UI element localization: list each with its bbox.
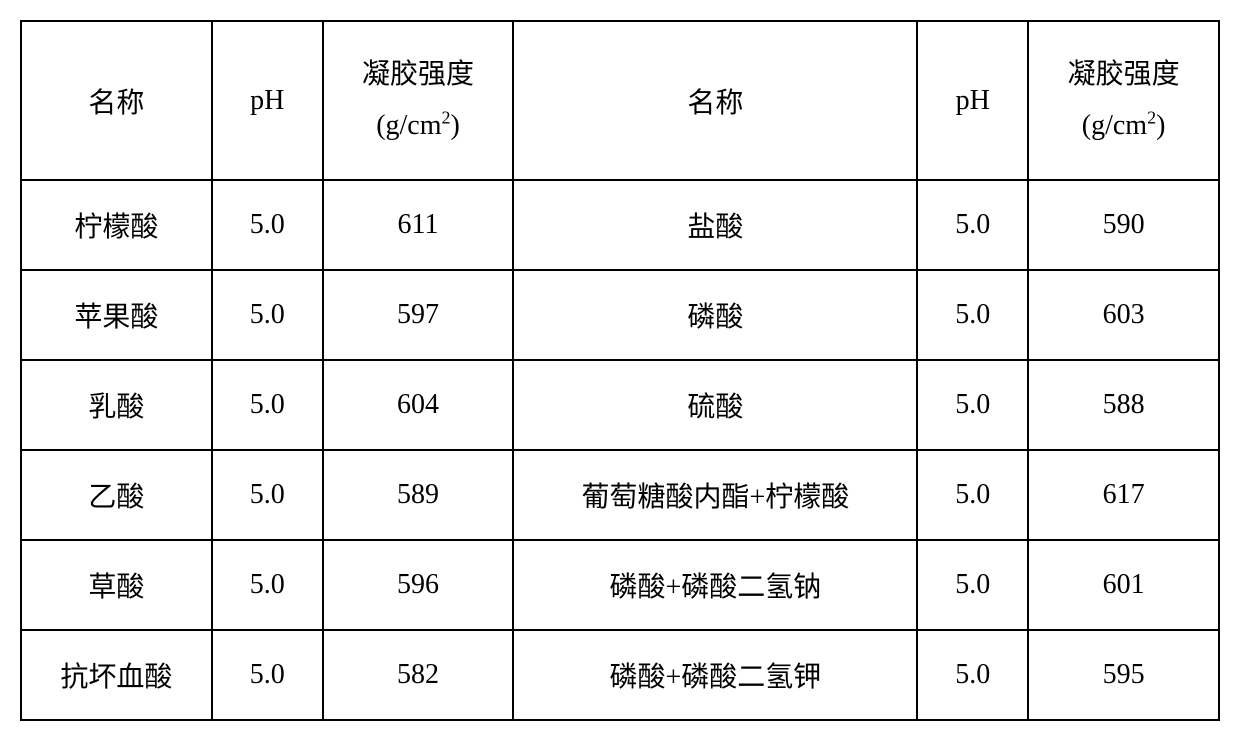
cell-ph1: 5.0 [212, 450, 323, 540]
header-ph-2: pH [917, 21, 1028, 180]
cell-name2: 磷酸+磷酸二氢钠 [513, 540, 917, 630]
cell-ph1: 5.0 [212, 630, 323, 720]
header-name-1: 名称 [21, 21, 212, 180]
cell-gel1: 611 [323, 180, 514, 270]
cell-name2: 硫酸 [513, 360, 917, 450]
gel-header-line2: (g/cm2) [325, 101, 512, 151]
cell-gel2: 601 [1028, 540, 1219, 630]
cell-ph1: 5.0 [212, 270, 323, 360]
cell-ph2: 5.0 [917, 180, 1028, 270]
cell-gel1: 589 [323, 450, 514, 540]
cell-ph2: 5.0 [917, 630, 1028, 720]
table-row: 乳酸 5.0 604 硫酸 5.0 588 [21, 360, 1219, 450]
cell-gel2: 590 [1028, 180, 1219, 270]
cell-gel2: 588 [1028, 360, 1219, 450]
cell-gel1: 596 [323, 540, 514, 630]
cell-name1: 抗坏血酸 [21, 630, 212, 720]
cell-gel1: 597 [323, 270, 514, 360]
cell-gel1: 604 [323, 360, 514, 450]
table-row: 柠檬酸 5.0 611 盐酸 5.0 590 [21, 180, 1219, 270]
gel-header-line1: 凝胶强度 [1030, 50, 1217, 100]
cell-name1: 乳酸 [21, 360, 212, 450]
header-gel-2: 凝胶强度 (g/cm2) [1028, 21, 1219, 180]
cell-ph1: 5.0 [212, 360, 323, 450]
cell-ph2: 5.0 [917, 360, 1028, 450]
cell-name1: 苹果酸 [21, 270, 212, 360]
table-header-row: 名称 pH 凝胶强度 (g/cm2) 名称 pH 凝胶强度 (g/cm2) [21, 21, 1219, 180]
cell-ph2: 5.0 [917, 450, 1028, 540]
header-name-2: 名称 [513, 21, 917, 180]
cell-name2: 磷酸+磷酸二氢钾 [513, 630, 917, 720]
header-ph-1: pH [212, 21, 323, 180]
cell-name2: 盐酸 [513, 180, 917, 270]
cell-ph2: 5.0 [917, 270, 1028, 360]
cell-name2: 葡萄糖酸内酯+柠檬酸 [513, 450, 917, 540]
table-row: 草酸 5.0 596 磷酸+磷酸二氢钠 5.0 601 [21, 540, 1219, 630]
cell-gel1: 582 [323, 630, 514, 720]
cell-name2: 磷酸 [513, 270, 917, 360]
cell-gel2: 617 [1028, 450, 1219, 540]
gel-header-line1: 凝胶强度 [325, 50, 512, 100]
table-row: 抗坏血酸 5.0 582 磷酸+磷酸二氢钾 5.0 595 [21, 630, 1219, 720]
data-table: 名称 pH 凝胶强度 (g/cm2) 名称 pH 凝胶强度 (g/cm2) 柠檬… [20, 20, 1220, 721]
cell-name1: 草酸 [21, 540, 212, 630]
cell-ph1: 5.0 [212, 540, 323, 630]
cell-gel2: 603 [1028, 270, 1219, 360]
table-row: 苹果酸 5.0 597 磷酸 5.0 603 [21, 270, 1219, 360]
cell-name1: 乙酸 [21, 450, 212, 540]
header-gel-1: 凝胶强度 (g/cm2) [323, 21, 514, 180]
cell-name1: 柠檬酸 [21, 180, 212, 270]
gel-header-line2: (g/cm2) [1030, 101, 1217, 151]
table-row: 乙酸 5.0 589 葡萄糖酸内酯+柠檬酸 5.0 617 [21, 450, 1219, 540]
cell-gel2: 595 [1028, 630, 1219, 720]
cell-ph1: 5.0 [212, 180, 323, 270]
cell-ph2: 5.0 [917, 540, 1028, 630]
